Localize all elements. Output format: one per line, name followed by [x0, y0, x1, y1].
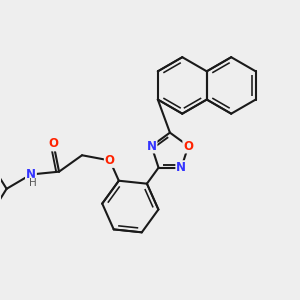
- Text: O: O: [49, 137, 58, 151]
- Text: N: N: [146, 140, 157, 152]
- Text: N: N: [26, 168, 36, 181]
- Text: O: O: [105, 154, 115, 167]
- Text: N: N: [176, 161, 186, 174]
- Text: H: H: [29, 178, 37, 188]
- Text: O: O: [183, 140, 193, 152]
